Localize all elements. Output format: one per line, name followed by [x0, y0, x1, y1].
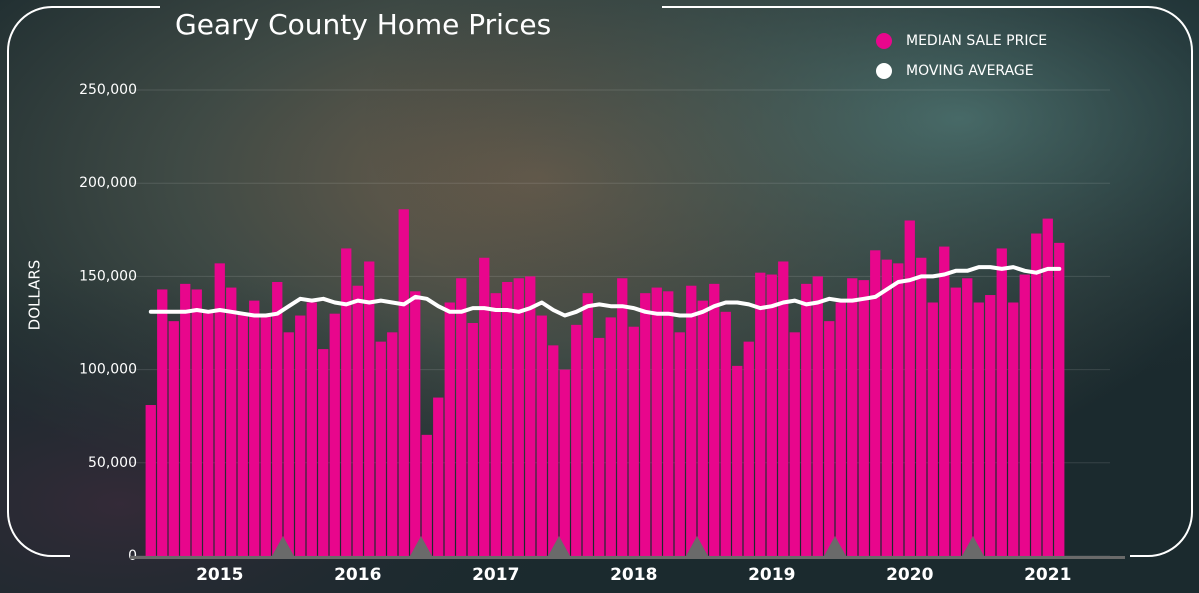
bar [1020, 275, 1030, 556]
legend-label: MOVING AVERAGE [906, 63, 1034, 79]
bar [1054, 243, 1064, 556]
bar [606, 317, 616, 556]
x-axis-line [130, 556, 1125, 559]
bar [410, 291, 420, 556]
y-tick-label: 250,000 [79, 82, 137, 98]
bar [318, 349, 328, 556]
bar [617, 278, 627, 556]
bar [928, 302, 938, 556]
bar [537, 316, 547, 556]
y-tick-label: 100,000 [79, 362, 137, 378]
bar [686, 286, 696, 556]
x-tick-label: 2020 [886, 565, 933, 585]
bar [387, 332, 397, 556]
bar [755, 273, 765, 556]
page: {"chart_data": { "type": "bar", "title":… [0, 0, 1199, 593]
chart: Geary County Home Prices DOLLARS 050,000… [0, 0, 1199, 593]
bar [180, 284, 190, 556]
bar [399, 209, 409, 556]
bar [882, 260, 892, 556]
x-tick-label: 2016 [334, 565, 381, 585]
bar [226, 288, 236, 556]
bar [514, 278, 524, 556]
bar [790, 332, 800, 556]
bar [433, 398, 443, 556]
bar [629, 327, 639, 556]
legend-marker [876, 33, 892, 49]
bar [548, 345, 558, 556]
bar [157, 289, 167, 556]
bar [847, 278, 857, 556]
bar [364, 261, 374, 556]
bar [169, 321, 179, 556]
bar [721, 312, 731, 556]
y-tick-label: 200,000 [79, 175, 137, 191]
bar [640, 293, 650, 556]
bar [341, 248, 351, 556]
bar [663, 291, 673, 556]
bar [962, 278, 972, 556]
bar [997, 248, 1007, 556]
bar [261, 314, 271, 556]
bar [859, 280, 869, 556]
bar [836, 302, 846, 556]
bar [238, 314, 248, 556]
bar [491, 293, 501, 556]
bar [675, 332, 685, 556]
bar [709, 284, 719, 556]
x-tick-label: 2021 [1024, 565, 1071, 585]
bar [744, 342, 754, 556]
y-axis-title: DOLLARS [26, 260, 44, 331]
bar [916, 258, 926, 556]
legend-marker [876, 63, 892, 79]
bar [353, 286, 363, 556]
bar [376, 342, 386, 556]
bar [1008, 302, 1018, 556]
bar [698, 301, 708, 556]
bar [330, 314, 340, 556]
bar [939, 247, 949, 556]
y-tick-label: 50,000 [88, 455, 137, 471]
bar [571, 325, 581, 556]
bar [525, 276, 535, 556]
bar [479, 258, 489, 556]
bar [813, 276, 823, 556]
bar [192, 289, 202, 556]
bar [249, 301, 259, 556]
bar [468, 323, 478, 556]
bar [893, 263, 903, 556]
bar [284, 332, 294, 556]
bar [905, 220, 915, 556]
x-tick-label: 2015 [196, 565, 243, 585]
bar [985, 295, 995, 556]
y-tick-label: 150,000 [79, 268, 137, 284]
bar [732, 366, 742, 556]
bar [445, 302, 455, 556]
bar [560, 370, 570, 556]
bar [203, 312, 213, 556]
bar [456, 278, 466, 556]
bar [594, 338, 604, 556]
bar [502, 282, 512, 556]
x-tick-label: 2017 [472, 565, 519, 585]
x-tick-label: 2019 [748, 565, 795, 585]
bar [146, 405, 156, 556]
bar [767, 275, 777, 556]
chart-title: Geary County Home Prices [175, 8, 551, 41]
legend-label: MEDIAN SALE PRICE [906, 33, 1047, 49]
bar [801, 284, 811, 556]
bar [583, 293, 593, 556]
bar [422, 435, 432, 556]
bar [951, 288, 961, 556]
bar [307, 302, 317, 556]
x-tick-label: 2018 [610, 565, 657, 585]
bar [215, 263, 225, 556]
bar [824, 321, 834, 556]
bar [272, 282, 282, 556]
bar [974, 302, 984, 556]
bar [1031, 234, 1041, 556]
bar [295, 316, 305, 556]
bar [652, 288, 662, 556]
